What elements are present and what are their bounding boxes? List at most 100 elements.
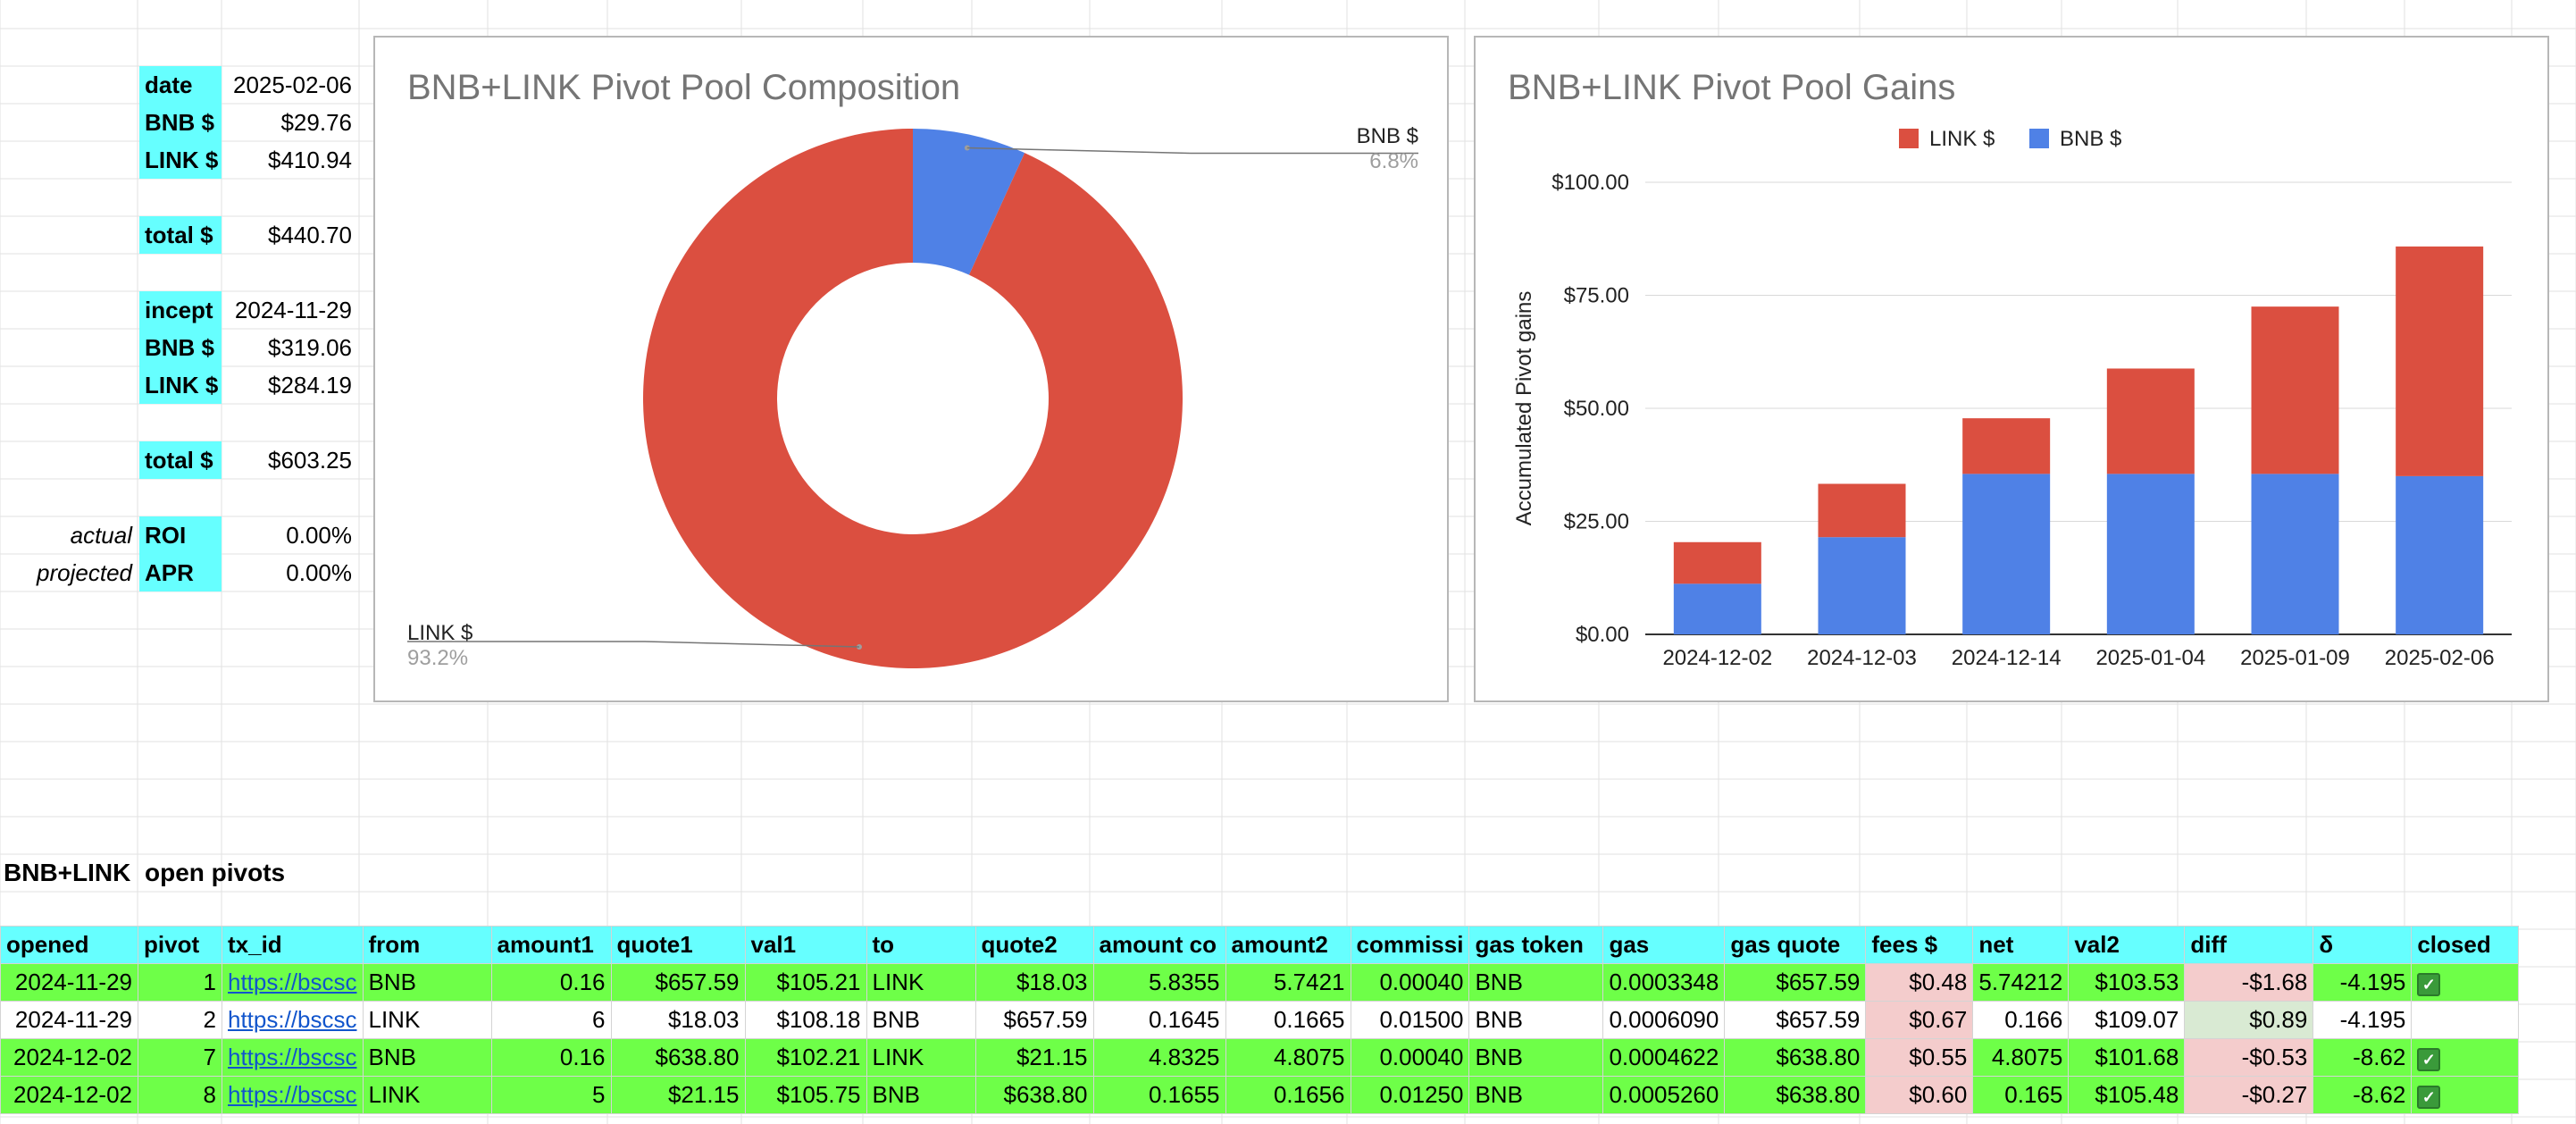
incept-link-value[interactable]: $284.19: [268, 372, 352, 398]
table-row[interactable]: 2024-12-02 8 https://bscsc LINK 5 $21.15 $105.…: [0, 1076, 2520, 1114]
col-header-5[interactable]: quote1: [610, 926, 746, 964]
donut-slice-link[interactable]: [643, 129, 1183, 668]
cell-tx-id[interactable]: https://bscsc: [222, 963, 364, 1002]
cell-diff[interactable]: -$0.27: [2184, 1076, 2314, 1114]
cell-opened[interactable]: 2024-11-29: [0, 1001, 138, 1039]
incept-bnb-value[interactable]: $319.06: [268, 334, 352, 361]
cell-quote1[interactable]: $18.03: [610, 1001, 746, 1039]
cell-to[interactable]: LINK: [866, 1038, 976, 1077]
cell-gas-token[interactable]: BNB: [1468, 1038, 1604, 1077]
cell-gas-token[interactable]: BNB: [1468, 1076, 1604, 1114]
cell-amount2[interactable]: 0.1656: [1225, 1076, 1351, 1114]
cell-quote1[interactable]: $21.15: [610, 1076, 746, 1114]
cell-opened[interactable]: 2024-12-02: [0, 1038, 138, 1077]
col-header-9[interactable]: amount co: [1092, 926, 1226, 964]
cell-val2[interactable]: $101.68: [2068, 1038, 2186, 1077]
col-header-7[interactable]: to: [866, 926, 976, 964]
cell-pivot[interactable]: 8: [138, 1076, 222, 1114]
bar-bnb-2024-12-02[interactable]: [1673, 583, 1761, 634]
col-header-6[interactable]: val1: [744, 926, 867, 964]
cell-gas-quote[interactable]: $657.59: [1724, 1001, 1867, 1039]
col-header-2[interactable]: tx_id: [222, 926, 364, 964]
donut-slice-bnb[interactable]: [913, 129, 1025, 275]
cell-fees--[interactable]: $0.48: [1865, 963, 1974, 1002]
cell-opened[interactable]: 2024-12-02: [0, 1076, 138, 1114]
cell-from[interactable]: LINK: [362, 1076, 492, 1114]
composition-chart[interactable]: BNB+LINK Pivot Pool Composition BNB $6.8…: [373, 36, 1449, 702]
closed-checkbox[interactable]: ✓: [2417, 1048, 2441, 1071]
cell-to[interactable]: BNB: [866, 1001, 976, 1039]
cell-gas-token[interactable]: BNB: [1468, 963, 1604, 1002]
bar-link-2025-01-04[interactable]: [2106, 368, 2195, 474]
col-header-1[interactable]: pivot: [138, 926, 222, 964]
cell-gas[interactable]: 0.0005260: [1602, 1076, 1726, 1114]
col-header-13[interactable]: gas: [1602, 926, 1726, 964]
cell-val1[interactable]: $108.18: [744, 1001, 867, 1039]
cell-commissi[interactable]: 0.01250: [1350, 1076, 1470, 1114]
cell-net[interactable]: 0.166: [1972, 1001, 2070, 1039]
cell-gas-token[interactable]: BNB: [1468, 1001, 1604, 1039]
bar-bnb-2025-01-09[interactable]: [2251, 474, 2339, 634]
col-header-19[interactable]: δ: [2313, 926, 2413, 964]
cell-tx-id[interactable]: https://bscsc: [222, 1001, 364, 1039]
cell-to[interactable]: BNB: [866, 1076, 976, 1114]
gains-chart[interactable]: BNB+LINK Pivot Pool Gains $0.00 $25.00 $50…: [1474, 36, 2549, 702]
cell-fees--[interactable]: $0.60: [1865, 1076, 1974, 1114]
bar-link-2024-12-02[interactable]: [1673, 541, 1761, 584]
cell-commissi[interactable]: 0.01500: [1350, 1001, 1470, 1039]
cell-val1[interactable]: $105.75: [744, 1076, 867, 1114]
cell-fees--[interactable]: $0.55: [1865, 1038, 1974, 1077]
cell-diff[interactable]: -$1.68: [2184, 963, 2314, 1002]
cell-to[interactable]: LINK: [866, 963, 976, 1002]
cell--[interactable]: -4.195: [2313, 1001, 2413, 1039]
cell-quote1[interactable]: $657.59: [610, 963, 746, 1002]
bar-bnb-2025-02-06[interactable]: [2396, 475, 2484, 634]
cell-net[interactable]: 5.74212: [1972, 963, 2070, 1002]
cell-net[interactable]: 4.8075: [1972, 1038, 2070, 1077]
col-header-20[interactable]: closed: [2411, 926, 2520, 964]
cell-gas[interactable]: 0.0006090: [1602, 1001, 1726, 1039]
col-header-0[interactable]: opened: [0, 926, 138, 964]
table-row[interactable]: 2024-11-29 1 https://bscsc BNB 0.16 $657.59 $1…: [0, 963, 2520, 1002]
col-header-3[interactable]: from: [362, 926, 492, 964]
cell--[interactable]: -8.62: [2313, 1076, 2413, 1114]
cell-val2[interactable]: $109.07: [2068, 1001, 2186, 1039]
bar-link-2024-12-03[interactable]: [1818, 483, 1906, 538]
col-header-15[interactable]: fees $: [1865, 926, 1974, 964]
cell-gas[interactable]: 0.0003348: [1602, 963, 1726, 1002]
cell-from[interactable]: BNB: [362, 963, 492, 1002]
bar-bnb-2024-12-14[interactable]: [1962, 474, 2051, 634]
col-header-14[interactable]: gas quote: [1724, 926, 1867, 964]
col-header-18[interactable]: diff: [2184, 926, 2314, 964]
date-value[interactable]: 2025-02-06: [233, 71, 352, 98]
col-header-16[interactable]: net: [1972, 926, 2070, 964]
incept-total-value[interactable]: $603.25: [268, 447, 352, 474]
bar-bnb-2025-01-04[interactable]: [2106, 474, 2195, 634]
cell-closed[interactable]: [2411, 1001, 2520, 1039]
roi-value[interactable]: 0.00%: [286, 522, 352, 549]
bar-bnb-2024-12-03[interactable]: [1818, 537, 1906, 634]
cell-gas-quote[interactable]: $657.59: [1724, 963, 1867, 1002]
cell-quote2[interactable]: $638.80: [974, 1076, 1094, 1114]
cell-val1[interactable]: $102.21: [744, 1038, 867, 1077]
cell-commissi[interactable]: 0.00040: [1350, 1038, 1470, 1077]
col-header-10[interactable]: amount2: [1225, 926, 1351, 964]
cell--[interactable]: -4.195: [2313, 963, 2413, 1002]
cell-quote1[interactable]: $638.80: [610, 1038, 746, 1077]
cell-diff[interactable]: $0.89: [2184, 1001, 2314, 1039]
cell-amount-co[interactable]: 4.8325: [1092, 1038, 1226, 1077]
cell-amount-co[interactable]: 5.8355: [1092, 963, 1226, 1002]
cell-closed[interactable]: ✓: [2411, 1076, 2520, 1114]
bar-link-2025-01-09[interactable]: [2251, 306, 2339, 474]
cell-diff[interactable]: -$0.53: [2184, 1038, 2314, 1077]
cell-val2[interactable]: $105.48: [2068, 1076, 2186, 1114]
col-header-4[interactable]: amount1: [490, 926, 612, 964]
cell-tx-id[interactable]: https://bscsc: [222, 1038, 364, 1077]
closed-checkbox[interactable]: ✓: [2417, 1086, 2441, 1109]
cell-amount2[interactable]: 5.7421: [1225, 963, 1351, 1002]
bnb-value[interactable]: $29.76: [280, 109, 352, 136]
cell-amount1[interactable]: 5: [490, 1076, 612, 1114]
cell-fees--[interactable]: $0.67: [1865, 1001, 1974, 1039]
cell-closed[interactable]: ✓: [2411, 963, 2520, 1002]
cell-pivot[interactable]: 7: [138, 1038, 222, 1077]
